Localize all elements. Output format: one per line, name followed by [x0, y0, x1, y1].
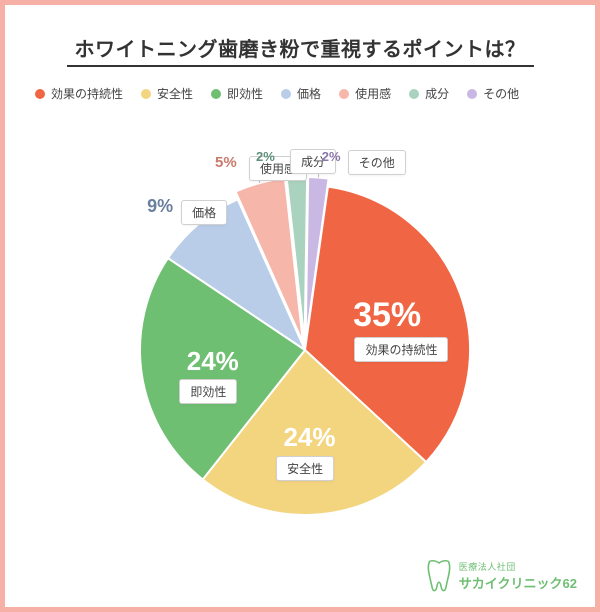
- legend-item: 安全性: [141, 85, 193, 102]
- legend-item: 効果の持続性: [35, 85, 123, 102]
- footer-line2: サカイクリニック62: [459, 573, 577, 592]
- pie-chart: 35%効果の持続性24%安全性24%即効性9%価格5%使用感2%成分2%その他: [5, 135, 595, 547]
- slice-percent: 24%: [187, 346, 239, 377]
- legend-label: 成分: [425, 85, 449, 102]
- legend-item: その他: [467, 85, 519, 102]
- slice-percent: 35%: [353, 296, 421, 335]
- legend-item: 価格: [281, 85, 321, 102]
- slice-percent: 9%: [147, 196, 173, 217]
- chart-card: ホワイトニング歯磨き粉で重視するポイントは？ 効果の持続性安全性即効性価格使用感…: [0, 0, 600, 612]
- legend-label: 価格: [297, 85, 321, 102]
- footer-logo: 医療法人社団 サカイクリニック62: [425, 559, 577, 593]
- footer-text: 医療法人社団 サカイクリニック62: [459, 560, 577, 592]
- slice-label: 即効性: [179, 379, 237, 404]
- legend-label: その他: [483, 85, 519, 102]
- legend-swatch: [409, 89, 419, 99]
- legend-label: 効果の持続性: [51, 85, 123, 102]
- slice-percent: 5%: [215, 154, 237, 171]
- legend-swatch: [467, 89, 477, 99]
- legend-label: 使用感: [355, 85, 391, 102]
- title-text: ホワイトニング歯磨き粉で重視するポイントは？: [67, 39, 534, 67]
- legend-item: 成分: [409, 85, 449, 102]
- slice-percent: 2%: [256, 149, 275, 164]
- legend-swatch: [211, 89, 221, 99]
- slice-label: その他: [348, 150, 406, 175]
- legend-label: 安全性: [157, 85, 193, 102]
- slice-label: 安全性: [276, 456, 334, 481]
- legend-swatch: [281, 89, 291, 99]
- legend-label: 即効性: [227, 85, 263, 102]
- legend-item: 使用感: [339, 85, 391, 102]
- legend: 効果の持続性 安全性 即効性 価格 使用感 成分 その他: [35, 85, 565, 102]
- page-title: ホワイトニング歯磨き粉で重視するポイントは？: [5, 33, 595, 62]
- legend-swatch: [339, 89, 349, 99]
- legend-swatch: [35, 89, 45, 99]
- slice-percent: 2%: [322, 149, 341, 164]
- legend-item: 即効性: [211, 85, 263, 102]
- tooth-icon: [425, 559, 453, 593]
- footer-line1: 医療法人社団: [459, 560, 577, 573]
- slice-label: 価格: [181, 200, 227, 225]
- legend-swatch: [141, 89, 151, 99]
- slice-percent: 24%: [283, 422, 335, 453]
- slice-label: 効果の持続性: [354, 337, 448, 362]
